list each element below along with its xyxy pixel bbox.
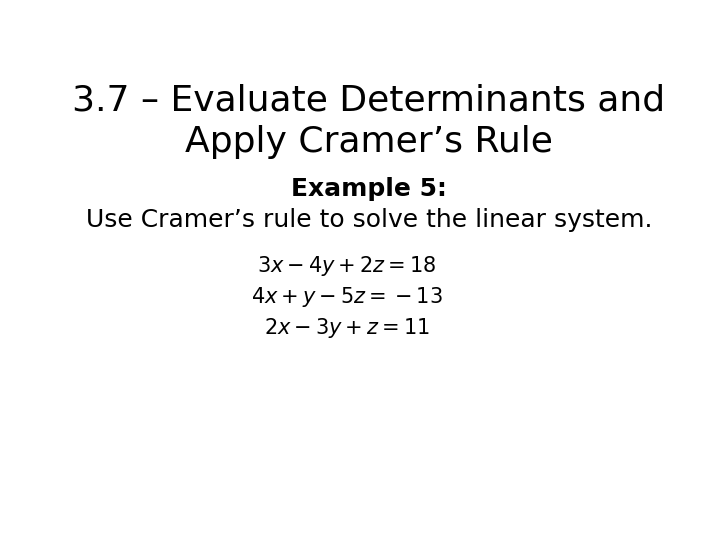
Text: $2x - 3y + z = 11$: $2x - 3y + z = 11$ bbox=[264, 316, 430, 340]
Text: 3.7 – Evaluate Determinants and: 3.7 – Evaluate Determinants and bbox=[73, 84, 665, 118]
Text: Example 5:: Example 5: bbox=[291, 177, 447, 201]
Text: Apply Cramer’s Rule: Apply Cramer’s Rule bbox=[185, 125, 553, 159]
Text: $3x - 4y + 2z = 18$: $3x - 4y + 2z = 18$ bbox=[257, 254, 436, 278]
Text: Use Cramer’s rule to solve the linear system.: Use Cramer’s rule to solve the linear sy… bbox=[86, 208, 652, 232]
Text: $4x + y - 5z = -13$: $4x + y - 5z = -13$ bbox=[251, 285, 443, 309]
